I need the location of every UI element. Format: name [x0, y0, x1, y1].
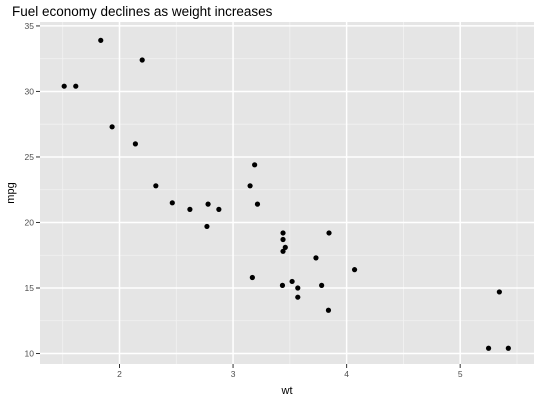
x-axis: 2 3 4 5 — [117, 364, 463, 379]
data-point — [216, 206, 222, 212]
x-tick-label: 5 — [458, 369, 463, 379]
data-point — [153, 183, 159, 189]
data-point — [204, 223, 210, 230]
minor-gridlines — [40, 22, 534, 364]
data-point — [313, 255, 319, 261]
data-point — [169, 200, 175, 206]
data-point — [289, 278, 295, 285]
data-point — [61, 83, 67, 89]
data-point — [247, 183, 253, 189]
data-point — [280, 230, 286, 236]
data-point — [249, 274, 255, 281]
data-point — [326, 230, 332, 236]
data-point — [280, 236, 286, 243]
y-tick-label: 30 — [25, 86, 35, 96]
data-point — [505, 345, 511, 351]
data-point — [132, 141, 138, 147]
data-points — [61, 37, 511, 351]
data-point — [139, 57, 145, 63]
data-point — [351, 267, 358, 273]
data-point — [325, 307, 332, 313]
data-point — [73, 83, 79, 89]
data-point — [295, 294, 301, 300]
data-point — [205, 201, 211, 207]
data-point — [187, 206, 193, 212]
data-point — [282, 244, 288, 250]
y-tick-label: 20 — [25, 217, 35, 227]
data-point — [295, 285, 301, 291]
data-point — [279, 282, 286, 288]
data-point — [254, 201, 261, 207]
y-tick-label: 15 — [25, 283, 35, 293]
y-axis: 10 15 20 25 30 35 — [25, 21, 40, 359]
x-tick-label: 4 — [344, 369, 349, 379]
y-axis-label: mpg — [5, 182, 17, 203]
x-axis-label: wt — [281, 385, 293, 397]
y-tick-label: 35 — [25, 21, 35, 31]
data-point — [319, 282, 325, 288]
data-point — [109, 124, 115, 130]
plot-panel — [40, 22, 534, 364]
data-point — [496, 289, 502, 295]
chart-title: Fuel economy declines as weight increase… — [12, 4, 273, 19]
x-tick-label: 3 — [231, 369, 236, 379]
data-point — [252, 162, 258, 168]
major-gridlines — [40, 22, 534, 364]
y-tick-label: 25 — [25, 152, 35, 162]
data-point — [280, 248, 286, 254]
x-tick-label: 2 — [117, 369, 122, 379]
data-point — [98, 37, 104, 43]
data-point — [485, 345, 492, 351]
y-tick-label: 10 — [25, 349, 35, 359]
